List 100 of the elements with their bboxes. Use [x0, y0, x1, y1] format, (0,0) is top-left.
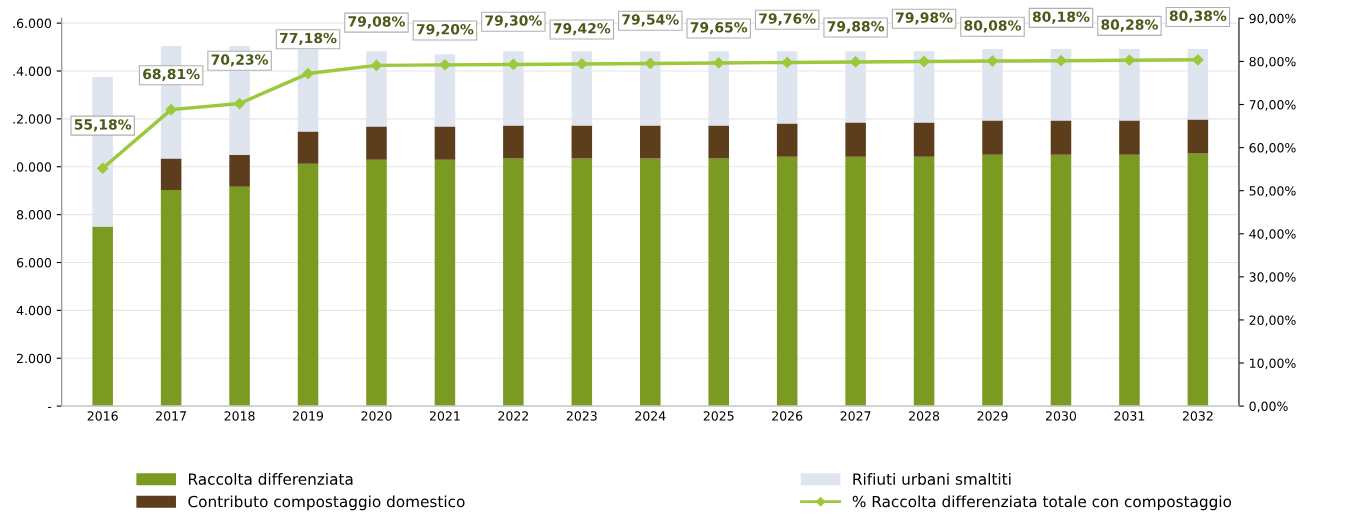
- bar: [366, 159, 387, 407]
- data-label: 80,18%: [1032, 11, 1090, 24]
- y-tick-label: 2.000: [17, 353, 52, 364]
- bar: [434, 159, 456, 407]
- data-label: 80,38%: [1169, 10, 1227, 23]
- y-tick-label: .0.000: [13, 162, 52, 172]
- x-tick-label: 2031: [1114, 411, 1145, 421]
- data-label: 79,54%: [622, 14, 679, 27]
- y2-tick-label: 50,00%: [1249, 186, 1296, 197]
- data-label: 79,42%: [553, 23, 611, 36]
- bar: [160, 158, 182, 190]
- bar: [982, 120, 1003, 155]
- y2-tick-label: 0,00%: [1249, 401, 1288, 413]
- x-tick-label: 2017: [156, 411, 186, 421]
- bar: [845, 122, 866, 157]
- x-tick-label: 2026: [772, 411, 803, 421]
- x-tick-label: 2016: [87, 411, 118, 421]
- point: [1055, 55, 1067, 67]
- data-label: 77,18%: [280, 32, 337, 45]
- bar: [503, 158, 524, 407]
- point: [165, 104, 177, 116]
- point: [439, 59, 451, 71]
- legend-label: Contributo compostaggio domestico: [188, 495, 465, 511]
- bar: [640, 158, 661, 407]
- x-tick-label: 2018: [224, 411, 255, 421]
- x-tick-label: 2028: [909, 411, 940, 421]
- bar: [297, 163, 319, 407]
- data-label: 79,08%: [348, 16, 405, 29]
- legend-label: % Raccolta differenziata totale con compostaggio: [852, 495, 1232, 511]
- y2-tick-label: 10,00%: [1250, 358, 1296, 370]
- legend-label: Rifiuti urbani smaltiti: [853, 473, 1011, 485]
- y2-tick-label: 70,00%: [1249, 99, 1296, 111]
- data-label: 55,18%: [74, 119, 132, 132]
- bar: [297, 131, 319, 164]
- x-tick-label: 2020: [361, 411, 392, 421]
- point: [1192, 54, 1204, 66]
- bar: [982, 154, 1003, 407]
- bar: [708, 125, 729, 159]
- x-tick-label: 2021: [429, 411, 460, 421]
- y-tick-label: 8.000: [16, 210, 52, 220]
- bar: [1050, 154, 1072, 407]
- y-tick-label: .4.000: [13, 66, 52, 76]
- bar: [92, 226, 113, 407]
- y-tick-label: 6.000: [16, 257, 52, 268]
- x-tick-label: 2027: [840, 411, 871, 421]
- y2-tick-label: 30,00%: [1249, 272, 1296, 284]
- bar: [1187, 153, 1209, 407]
- x-tick-label: 2019: [293, 411, 324, 421]
- data-label: 80,28%: [1101, 19, 1158, 32]
- bar: [503, 125, 524, 159]
- bar: [434, 126, 456, 160]
- data-label: 79,20%: [416, 24, 474, 37]
- data-label: 80,08%: [964, 20, 1022, 33]
- point: [302, 67, 314, 80]
- data-label: 79,65%: [690, 22, 748, 35]
- x-tick-label: 2024: [635, 411, 666, 421]
- y-tick-label: 4.000: [16, 305, 52, 316]
- point: [233, 97, 246, 110]
- bar: [913, 156, 935, 407]
- y2-tick-label: 40,00%: [1249, 229, 1296, 240]
- data-label: 79,98%: [896, 12, 953, 25]
- point: [918, 55, 930, 68]
- bar: [776, 123, 798, 157]
- bar: [1050, 120, 1072, 155]
- point: [850, 56, 862, 68]
- y-tick-label: .2.000: [13, 114, 52, 124]
- bar: [708, 158, 729, 407]
- bar: [366, 126, 387, 160]
- point: [713, 57, 725, 69]
- x-tick-label: 2025: [703, 411, 734, 421]
- y2-tick-label: 80,00%: [1249, 56, 1296, 68]
- bar: [571, 158, 593, 407]
- x-tick-label: 2030: [1045, 411, 1077, 421]
- y2-tick-label: 60,00%: [1249, 143, 1296, 154]
- x-tick-label: 2029: [977, 411, 1008, 421]
- bar: [229, 154, 250, 187]
- y2-tick-label: 20,00%: [1249, 315, 1296, 327]
- data-label: 79,76%: [759, 13, 816, 26]
- data-label: 79,88%: [827, 21, 885, 34]
- point: [97, 162, 109, 174]
- x-tick-label: 2022: [498, 411, 529, 421]
- data-label: 70,23%: [211, 54, 269, 67]
- legend-label: Raccolta differenziata: [188, 473, 353, 485]
- bar: [571, 125, 593, 159]
- bar: [776, 156, 798, 407]
- bar: [845, 156, 866, 407]
- y-tick-label: .6.000: [13, 18, 52, 29]
- bar: [640, 125, 661, 159]
- bar: [913, 122, 935, 157]
- bar: [160, 189, 182, 407]
- y2-tick-label: 90,00%: [1249, 13, 1296, 25]
- bar: [1119, 120, 1140, 155]
- y-tick-label: -: [47, 406, 52, 408]
- bar: [1187, 119, 1209, 154]
- data-label: 68,81%: [143, 68, 200, 82]
- x-tick-label: 2032: [1182, 411, 1213, 421]
- data-label: 79,30%: [485, 15, 542, 28]
- x-tick-label: 2023: [566, 411, 597, 421]
- bar: [229, 186, 250, 407]
- point: [576, 58, 588, 70]
